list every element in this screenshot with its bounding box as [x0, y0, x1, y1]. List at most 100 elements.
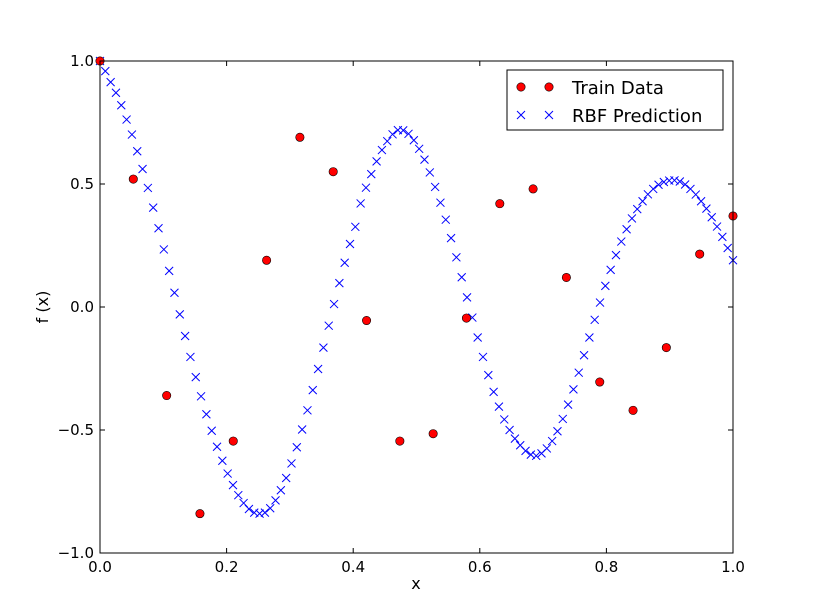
rbf-prediction-point	[590, 315, 600, 325]
rbf-prediction-point	[691, 190, 701, 199]
rbf-prediction-point	[372, 157, 381, 166]
rbf-prediction-point	[313, 364, 323, 374]
axis-ticks: 0.0 0.2 0.4 0.6 0.8 1.0 −1.0 −0.5 0.0 0.5 1.0	[58, 52, 745, 576]
rbf-prediction-point	[579, 350, 589, 360]
rbf-prediction-point	[132, 146, 142, 156]
rbf-prediction-point	[127, 130, 137, 139]
rbf-prediction-point	[260, 508, 270, 518]
rbf-prediction-point	[462, 293, 472, 302]
rbf-prediction-point	[382, 136, 392, 146]
rbf-prediction-point	[217, 456, 227, 466]
rbf-prediction-point	[388, 129, 397, 139]
rbf-prediction-point	[712, 222, 722, 231]
x-tick-label: 0.6	[468, 558, 492, 576]
rbf-prediction-point	[159, 245, 169, 254]
rbf-prediction-point	[154, 223, 163, 233]
rbf-prediction-point	[223, 469, 233, 478]
legend-rbf-marker	[544, 110, 554, 120]
y-tick-label: 0.5	[70, 175, 94, 193]
rbf-prediction-point	[255, 509, 264, 518]
rbf-prediction-point	[233, 490, 243, 500]
rbf-prediction-point	[319, 343, 328, 352]
train-data-point	[528, 184, 538, 194]
train-data-point	[362, 316, 372, 326]
rbf-prediction-point	[654, 180, 663, 190]
rbf-prediction-point	[430, 182, 440, 192]
rbf-prediction-point	[175, 310, 185, 319]
rbf-prediction-point	[675, 177, 685, 186]
rbf-prediction-point	[483, 370, 493, 380]
rbf-prediction-point	[680, 180, 690, 189]
y-axis-label: f (x)	[33, 291, 52, 324]
rbf-prediction-point	[718, 232, 727, 242]
rbf-prediction-point	[457, 272, 467, 282]
rbf-prediction-point	[622, 224, 631, 234]
rbf-prediction-point	[122, 115, 131, 124]
legend-train-marker	[544, 82, 554, 92]
rbf-prediction-point	[489, 387, 498, 397]
rbf-prediction-point	[409, 135, 419, 145]
x-tick-label: 0.2	[215, 558, 239, 576]
y-tick-label: 0.0	[70, 298, 94, 316]
rbf-prediction-point	[611, 250, 621, 260]
rbf-prediction-point	[595, 298, 605, 307]
rbf-prediction-point	[281, 473, 291, 483]
rbf-prediction-point	[707, 212, 717, 222]
rbf-prediction-point	[116, 100, 126, 110]
rbf-prediction-point	[723, 243, 733, 253]
rbf-prediction-point	[473, 333, 483, 342]
rbf-prediction-point	[585, 333, 594, 342]
rbf-prediction-point	[265, 503, 275, 513]
rbf-prediction-point	[329, 299, 339, 309]
rbf-prediction-point	[398, 126, 408, 135]
train-data-point	[695, 249, 705, 259]
rbf-prediction-point	[627, 214, 637, 223]
rbf-prediction-point	[196, 391, 206, 401]
train-data-point	[228, 436, 238, 446]
train-data-point	[428, 429, 438, 439]
rbf-prediction-point	[249, 508, 259, 518]
rbf-prediction-point	[542, 444, 552, 453]
rbf-prediction-point	[340, 258, 350, 268]
train-data-point	[661, 343, 671, 353]
rbf-prediction-point	[244, 504, 254, 514]
rbf-prediction-point	[366, 169, 376, 179]
rbf-prediction-point	[180, 331, 190, 341]
train-data-point	[295, 132, 305, 142]
rbf-prediction-point	[170, 288, 179, 298]
rbf-prediction-point	[361, 183, 371, 193]
train-data-point	[628, 405, 638, 415]
rbf-prediction-point	[228, 480, 238, 490]
rbf-prediction-point	[446, 233, 456, 243]
train-data-point	[195, 509, 205, 519]
rbf-prediction-point	[553, 426, 562, 436]
x-tick-label: 0.0	[88, 558, 112, 576]
rbf-prediction-point	[600, 281, 610, 291]
rbf-prediction-point	[606, 265, 616, 275]
train-data-point	[128, 174, 138, 184]
rbf-prediction-point	[297, 425, 307, 434]
rbf-prediction-point	[303, 405, 312, 415]
rbf-prediction-point	[106, 77, 115, 87]
train-data-point	[162, 391, 172, 401]
train-data-point	[461, 313, 471, 323]
rbf-prediction-point	[574, 368, 584, 378]
rbf-prediction-point	[324, 321, 334, 331]
legend-rbf-label: RBF Prediction	[572, 106, 702, 127]
rbf-prediction-point	[202, 409, 211, 419]
rbf-prediction-point	[648, 184, 658, 194]
legend: Train Data RBF Prediction	[506, 69, 724, 131]
y-tick-label: −0.5	[58, 421, 94, 439]
rbf-prediction-point	[138, 164, 147, 174]
rbf-prediction-point	[452, 252, 461, 262]
train-data-point	[495, 199, 505, 209]
rbf-prediction-point	[271, 496, 280, 505]
rbf-prediction-point	[558, 414, 568, 424]
rbf-prediction-point	[499, 415, 509, 424]
rbf-prediction-point	[212, 442, 222, 452]
rbf-prediction-point	[335, 278, 344, 288]
plot-area	[100, 61, 733, 553]
train-data-point	[328, 167, 338, 177]
rbf-prediction-point	[350, 222, 360, 232]
